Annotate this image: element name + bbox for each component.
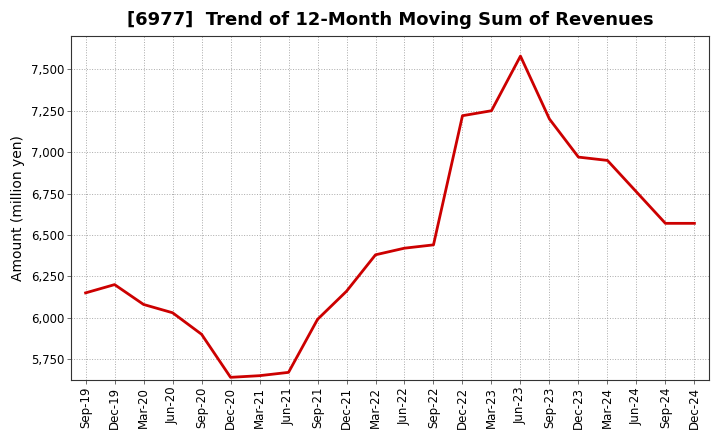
Title: [6977]  Trend of 12-Month Moving Sum of Revenues: [6977] Trend of 12-Month Moving Sum of R… (127, 11, 653, 29)
Y-axis label: Amount (million yen): Amount (million yen) (11, 135, 25, 281)
